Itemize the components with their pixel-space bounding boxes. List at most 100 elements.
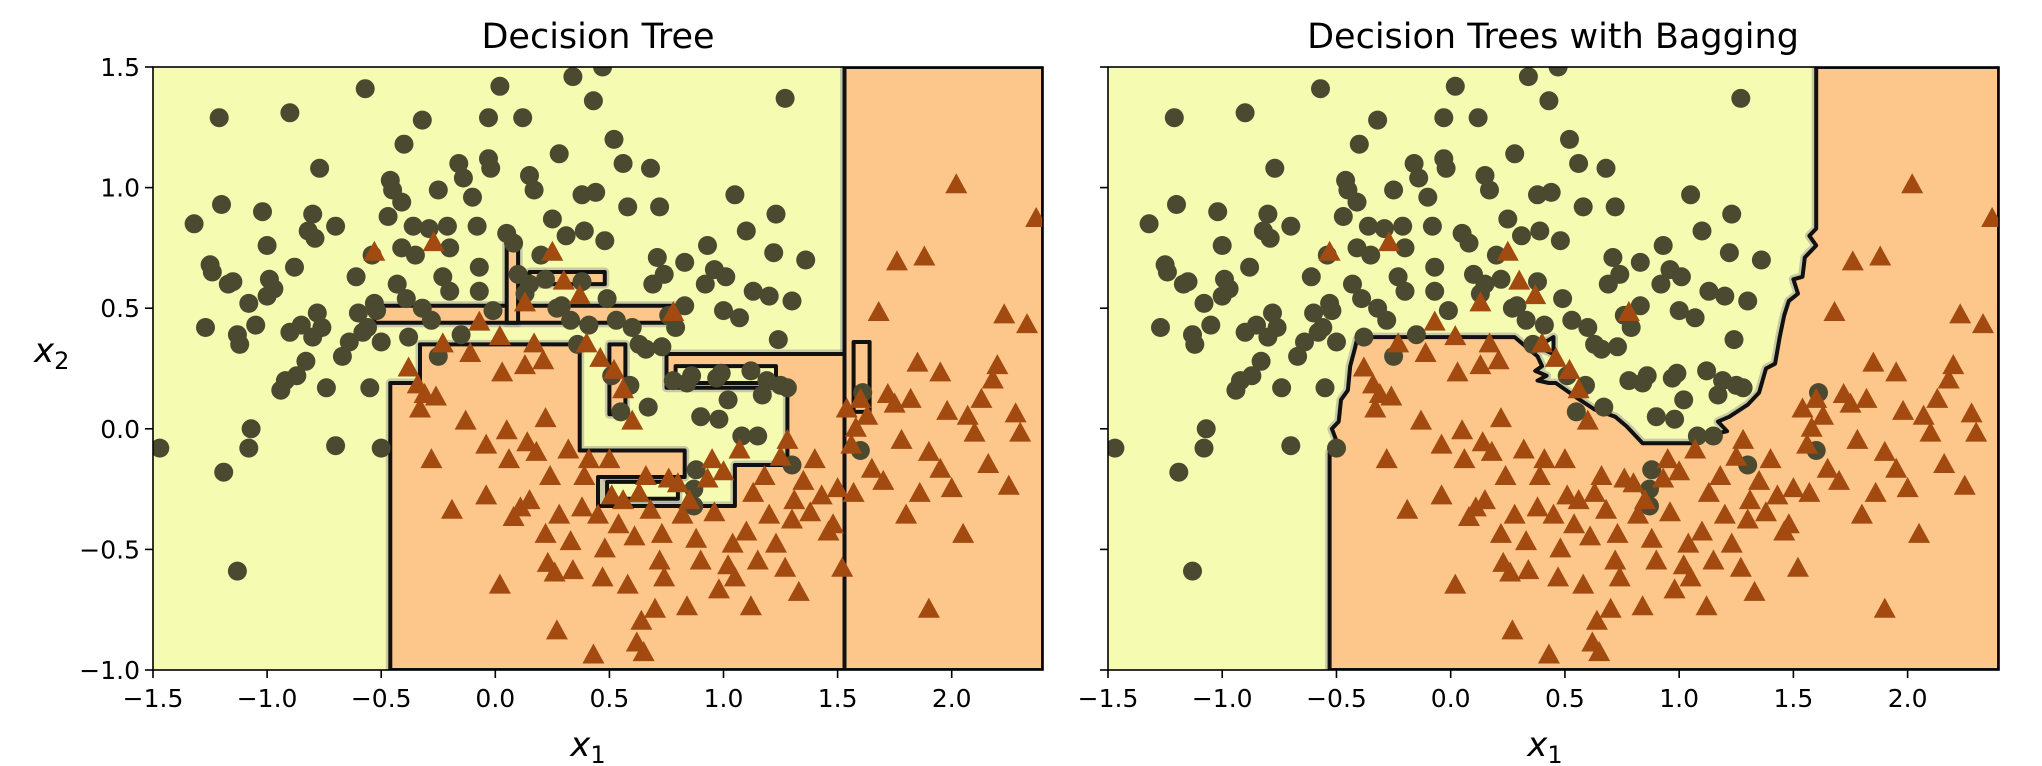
x-tick-label: −1.5 [1078,684,1139,713]
class0-point [1541,182,1561,202]
class0-point [1530,221,1550,241]
class0-point [440,238,460,258]
class0-point [326,436,346,456]
class1-point [1469,354,1492,375]
class0-point [1208,202,1228,222]
class1-point [799,501,822,522]
class1-point [628,481,651,502]
class1-point [739,595,762,616]
class1-point [840,433,863,454]
class1-point [397,356,420,377]
class0-point [1258,204,1278,224]
class1-point [826,477,849,498]
class1-point [1713,503,1736,524]
class1-point [1743,580,1766,601]
class1-point [810,484,833,505]
class0-point [360,378,380,398]
class1-point [1622,472,1645,493]
class1-point [1981,206,1999,227]
y-tick-label: −1.0 [79,656,140,685]
class1-point [1318,240,1341,261]
class0-point [437,216,457,236]
class0-point [675,252,695,272]
class1-point [1965,421,1988,442]
x-tick-label: 1.5 [818,684,858,713]
class1-point [568,284,591,305]
class1-point [1572,573,1595,594]
class0-point [711,363,731,383]
class1-point [552,269,575,290]
class0-point [654,264,674,284]
class0-point [451,325,471,345]
class1-point [1633,489,1656,510]
class0-point [736,221,756,241]
chart-title: Decision Tree [481,17,714,57]
class0-point [775,88,795,108]
class0-point [675,296,695,316]
class0-point [1247,315,1266,335]
class0-point [264,279,284,299]
class1-point [1912,404,1935,425]
class0-point [214,462,234,482]
y-ticks: −1.0 −0.5 0.0 0.5 1.0 1.5 [79,53,153,685]
class0-point [463,187,482,207]
class1-point [1387,332,1410,353]
class1-point [940,477,963,498]
class1-point [1515,530,1538,551]
class0-point [1311,79,1330,99]
class0-point [421,310,441,330]
class0-point [1653,236,1673,255]
class0-point [691,407,711,427]
x-axis-label: x1 [1526,725,1562,766]
class0-point [1562,310,1582,330]
class0-point [1592,339,1611,359]
class0-point [285,257,304,277]
x-tick-label: 0.5 [590,684,630,713]
class0-point [1358,216,1378,236]
x-tick-label: 1.5 [1774,684,1814,713]
class1-point [1759,448,1782,469]
class0-point [253,202,272,222]
class1-point [1896,477,1919,498]
class1-point [632,641,655,662]
class1-point [1892,399,1915,420]
class1-point [548,503,571,524]
class1-point [1478,332,1501,353]
class1-point [1777,513,1800,534]
class1-point [1533,448,1556,469]
class0-point [1322,301,1342,321]
class0-point [1603,248,1623,267]
class0-point [403,216,423,236]
class0-point [1621,318,1641,337]
class1-point [676,595,698,616]
class1-point [518,489,541,510]
class0-point [412,110,432,130]
class0-point [1692,221,1712,241]
class0-point [291,315,311,335]
class0-point [1395,238,1415,258]
class0-point [1377,310,1397,330]
class0-point [552,296,571,316]
class1-point [1709,465,1732,486]
class1-point [1375,448,1398,469]
class0-point [1157,262,1177,282]
class0-point [1642,460,1662,480]
class1-point [981,368,1004,389]
class1-point [539,465,562,486]
class0-point [1368,110,1388,130]
class0-point [227,561,247,581]
class1-point [488,325,511,346]
class1-point [860,457,883,478]
class0-point [1265,158,1285,178]
axes-frame [1107,66,2000,671]
class0-point [1304,303,1324,323]
class1-point [1786,556,1809,577]
class1-point [1585,609,1608,630]
class1-point [1640,527,1663,548]
class1-point [867,301,890,322]
class1-point [1508,269,1531,290]
class0-point [227,325,247,345]
class0-point [405,245,425,265]
class0-point [440,281,460,301]
class1-point [1953,474,1976,495]
